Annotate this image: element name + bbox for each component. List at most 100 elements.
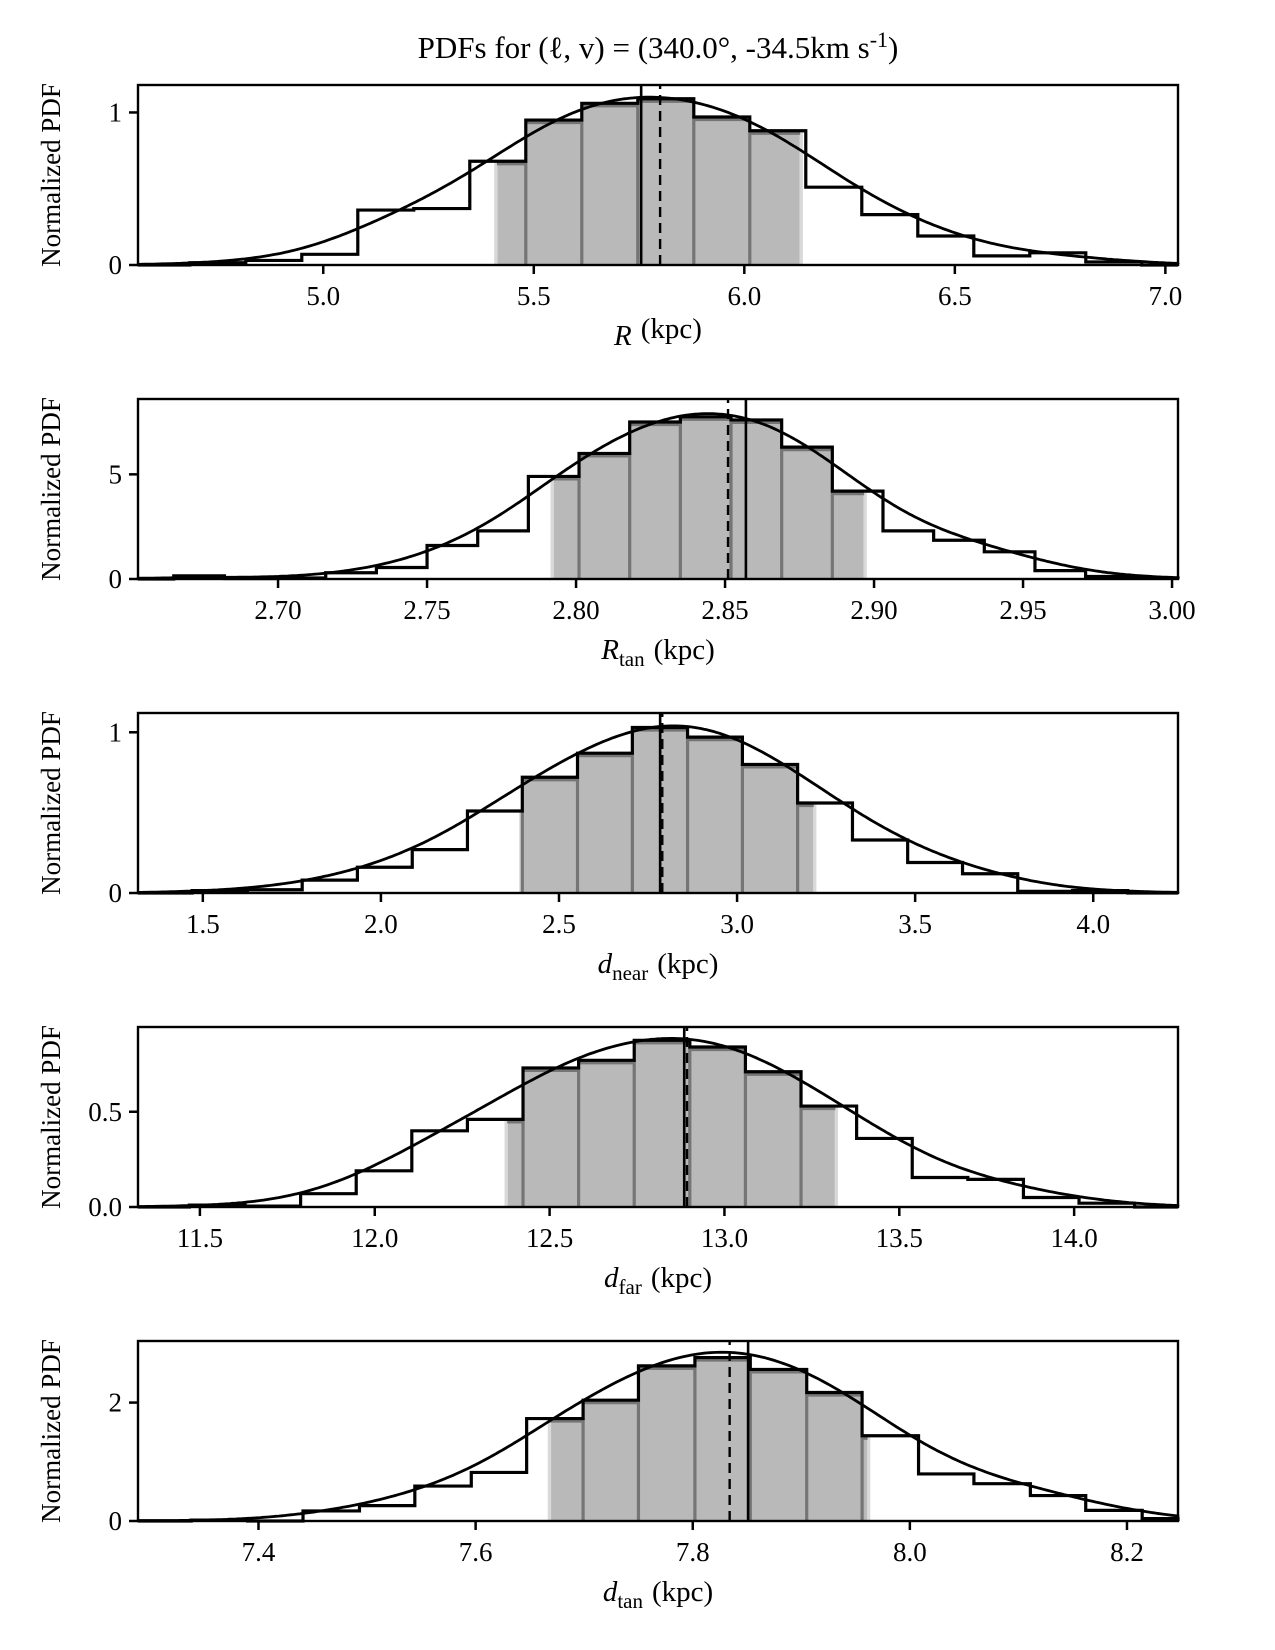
shaded-interval-bar <box>693 117 750 265</box>
axes-box <box>136 711 1180 895</box>
x-axis-label-subscript: tan <box>619 647 645 671</box>
shaded-interval-bar <box>552 476 580 579</box>
axes-box <box>136 83 1180 267</box>
y-tick-label: 1 <box>109 717 123 747</box>
x-tick-label: 12.5 <box>526 1223 573 1253</box>
panel-Rtan: 2.70 2.75 2.80 2.85 2.90 2.95 3.00 0 5 Normalized… <box>36 397 1196 671</box>
shaded-interval-bar <box>749 130 802 265</box>
shaded-interval-bar <box>694 1357 751 1521</box>
x-axis-label-variable: R <box>600 634 619 666</box>
shaded-interval-bar <box>862 1435 869 1521</box>
x-tick-label: 2.70 <box>254 595 301 625</box>
shaded-interval-bar <box>549 1418 584 1521</box>
shaded-interval-bar <box>638 1365 695 1521</box>
kde-curve <box>136 1350 1180 1522</box>
y-axis-label: Normalized PDF <box>36 1025 66 1209</box>
x-tick-label: 13.0 <box>701 1223 748 1253</box>
x-tick-label: 3.00 <box>1148 595 1195 625</box>
x-axis-label-variable: d <box>604 1262 619 1294</box>
x-axis-label: dtan (kpc) <box>603 1576 713 1613</box>
x-axis-label-subscript: near <box>612 961 648 985</box>
x-tick-label: 2.85 <box>701 595 748 625</box>
x-tick-label: 3.5 <box>898 909 932 939</box>
figure-title-main: PDFs for (ℓ, v) = (340.0°, -34.5km s <box>418 30 870 65</box>
x-axis-label: dnear (kpc) <box>598 948 719 985</box>
y-tick-label: 0.0 <box>88 1192 122 1222</box>
shaded-interval-bar <box>634 1040 690 1207</box>
shaded-interval-bar <box>745 1071 802 1207</box>
x-tick-label: 8.0 <box>893 1537 927 1567</box>
x-axis-label-variable: R <box>613 320 632 352</box>
x-tick-label: 12.0 <box>351 1223 398 1253</box>
shaded-interval-bar <box>577 753 633 893</box>
x-tick-label: 2.95 <box>999 595 1046 625</box>
x-axis-label: Rtan (kpc) <box>600 634 715 671</box>
x-tick-label: 2.90 <box>850 595 897 625</box>
y-tick-label: 0.5 <box>88 1097 122 1127</box>
kde-curve <box>136 1037 1180 1208</box>
shaded-interval-bar <box>637 98 694 265</box>
shaded-interval-bar <box>687 737 743 893</box>
shaded-interval-bar <box>579 453 630 579</box>
kde-curve <box>136 724 1180 894</box>
x-tick-label: 13.5 <box>876 1223 923 1253</box>
x-axis-label-unit: (kpc) <box>641 313 702 345</box>
x-tick-label: 2.0 <box>364 909 398 939</box>
x-axis-label: R (kpc) <box>613 313 702 352</box>
x-tick-label: 6.0 <box>727 281 761 311</box>
y-tick-label: 1 <box>109 97 123 127</box>
shaded-interval-bar <box>742 764 798 893</box>
x-tick-label: 4.0 <box>1076 909 1110 939</box>
x-axis-label-subscript: far <box>619 1275 642 1299</box>
shaded-interval-bar <box>578 1060 635 1207</box>
x-tick-label: 3.0 <box>720 909 754 939</box>
axes-box <box>136 397 1180 581</box>
shaded-interval-bar <box>731 419 782 579</box>
y-axis-label: Normalized PDF <box>36 83 66 267</box>
shaded-interval-bar <box>522 777 578 893</box>
shaded-interval-bar <box>689 1047 746 1207</box>
x-axis-label-unit: (kpc) <box>657 948 718 980</box>
y-tick-label: 5 <box>109 459 123 489</box>
x-tick-label: 2.75 <box>403 595 450 625</box>
shaded-interval-bar <box>581 103 638 265</box>
panel-dfar: 11.5 12.0 12.5 13.0 13.5 14.0 0.0 0.5 Normalized… <box>36 1025 1180 1299</box>
histogram-outline <box>138 1038 1178 1209</box>
shaded-interval-bar <box>506 1119 524 1207</box>
y-tick-label: 2 <box>109 1388 123 1418</box>
shaded-interval-bar <box>801 1106 837 1207</box>
shaded-interval-bar <box>781 447 833 579</box>
y-axis-label: Normalized PDF <box>36 1339 66 1523</box>
x-axis-label-unit: (kpc) <box>652 1576 713 1608</box>
y-axis-label: Normalized PDF <box>36 711 66 895</box>
panel-dnear: 1.5 2.0 2.5 3.0 3.5 4.0 0 1 Normalized PDF dnear (… <box>36 711 1180 985</box>
figure-title: PDFs for (ℓ, v) = (340.0°, -34.5km s-1) <box>418 27 899 65</box>
kde-curve <box>136 412 1180 580</box>
x-axis-label-unit: (kpc) <box>654 634 715 666</box>
kde-curve <box>136 95 1180 266</box>
axes-box <box>136 1025 1180 1209</box>
x-tick-label: 8.2 <box>1110 1537 1144 1567</box>
x-tick-label: 1.5 <box>186 909 220 939</box>
axes-box <box>136 1339 1180 1523</box>
panel-dtan: 7.4 7.6 7.8 8.0 8.2 0 2 Normalized PDF dtan (kpc) <box>36 1339 1180 1613</box>
x-tick-label: 7.6 <box>459 1537 493 1567</box>
x-axis-label: dfar (kpc) <box>604 1262 712 1299</box>
x-tick-label: 5.0 <box>306 281 340 311</box>
x-tick-label: 2.80 <box>552 595 599 625</box>
x-tick-label: 14.0 <box>1051 1223 1098 1253</box>
y-tick-label: 0 <box>109 878 123 908</box>
figure-title-end: ) <box>888 30 898 65</box>
shaded-interval-bar <box>523 1067 579 1207</box>
x-axis-label-unit: (kpc) <box>651 1262 712 1294</box>
x-axis-label-variable: d <box>603 1576 618 1608</box>
x-tick-label: 6.5 <box>938 281 972 311</box>
x-tick-label: 5.5 <box>517 281 551 311</box>
shaded-interval-bar <box>629 422 681 579</box>
x-axis-label-variable: d <box>598 948 613 980</box>
x-tick-label: 2.5 <box>542 909 576 939</box>
shaded-interval-bar <box>680 416 732 579</box>
shaded-interval-bar <box>583 1400 639 1521</box>
